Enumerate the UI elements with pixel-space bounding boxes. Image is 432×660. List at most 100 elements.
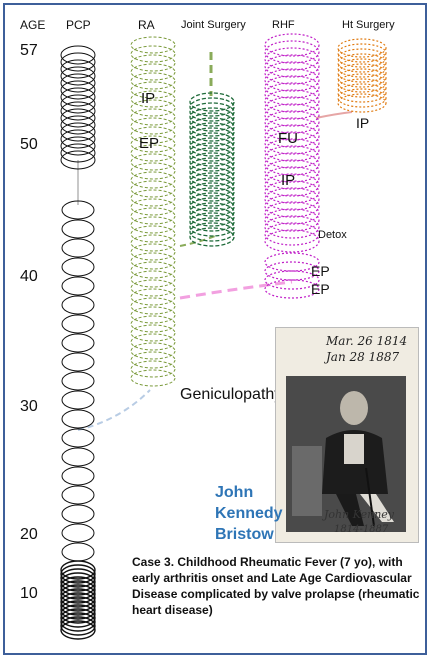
pcp-visit-ellipse: [61, 200, 95, 220]
age-tick-40: 40: [20, 268, 38, 285]
rhf-visit-ellipse: [264, 173, 320, 197]
pcp-visit-ellipse: [60, 108, 96, 128]
pcp-visit-ellipse: [60, 596, 96, 616]
joint-surgery-ellipse: [189, 152, 235, 172]
rhf-visit-ellipse: [264, 89, 320, 113]
rhf-visit-ellipse: [264, 138, 320, 162]
ra-visit-ellipse: [130, 162, 176, 180]
rhf-visit-ellipse: [264, 145, 320, 169]
rhf-visit-ellipse: [264, 68, 320, 92]
joint-surgery-ellipse: [189, 127, 235, 147]
joint-surgery-ellipse: [189, 92, 235, 112]
pcp-visit-ellipse: [60, 80, 96, 100]
pcp-visit-ellipse: [61, 466, 95, 486]
rhf-visit-ellipse: [264, 194, 320, 218]
pcp-visit-ellipse: [60, 94, 96, 114]
rhf-visit-ellipse: [264, 110, 320, 134]
label-rhf-ep-1: EP: [311, 263, 330, 279]
heart-surgery-ellipse: [337, 83, 387, 103]
header-pcp: PCP: [66, 18, 91, 32]
heart-surgery-ellipse: [337, 53, 387, 73]
ra-visit-ellipse: [130, 108, 176, 126]
ra-visit-ellipse: [130, 90, 176, 108]
pcp-visit-ellipse: [60, 560, 96, 580]
heart-surgery-ellipse: [337, 38, 387, 58]
pcp-visit-ellipse: [61, 238, 95, 258]
connector-ra-rhf: [179, 280, 293, 300]
joint-surgery-ellipse: [189, 227, 235, 247]
joint-surgery-ellipse: [189, 177, 235, 197]
pcp-visit-ellipse: [61, 542, 95, 562]
ra-visit-ellipse: [130, 207, 176, 225]
rhf-visit-ellipse: [264, 40, 320, 64]
joint-surgery-ellipse: [189, 142, 235, 162]
portrait-photo: Mar. 26 1814 Jan 28 1887 John Kenney 181…: [275, 327, 419, 543]
ra-visit-ellipse: [130, 81, 176, 99]
heart-surgery-ellipse: [337, 93, 387, 113]
label-rhf-ip: IP: [281, 172, 296, 189]
rhf-visit-ellipse: [264, 222, 320, 246]
ra-visit-ellipse: [130, 369, 176, 387]
pcp-visit-ellipse: [60, 564, 96, 584]
joint-surgery-ellipse: [189, 137, 235, 157]
rhf-visit-ellipse: [264, 229, 320, 253]
pcp-visit-ellipse: [61, 504, 95, 524]
rhf-visit-ellipse: [264, 270, 320, 290]
ra-visit-ellipse: [130, 72, 176, 90]
ra-visit-ellipse: [130, 261, 176, 279]
connector-ra-joint: [179, 235, 216, 247]
label-ra-ip: IP: [141, 90, 156, 107]
rhf-visit-ellipse: [264, 131, 320, 155]
label-ht-ip: IP: [356, 115, 370, 131]
rhf-visit-ellipse: [264, 117, 320, 141]
age-tick-30: 30: [20, 398, 38, 415]
joint-surgery-ellipse: [189, 202, 235, 222]
pcp-visit-ellipse: [61, 333, 95, 353]
ra-visit-ellipse: [130, 36, 176, 54]
ra-visit-ellipse: [130, 243, 176, 261]
patient-name: John Kennedy Bristow: [215, 484, 283, 543]
rhf-visit-ellipse: [264, 187, 320, 211]
portrait-image: [286, 376, 406, 532]
heart-surgery-ellipse: [337, 48, 387, 68]
pcp-visit-ellipse: [60, 600, 96, 620]
case-caption: Case 3. Childhood Rheumatic Fever (7 yo)…: [132, 555, 420, 617]
pcp-visit-ellipse: [61, 523, 95, 543]
heart-surgery-ellipse: [337, 43, 387, 63]
figure-frame: [3, 3, 427, 655]
pcp-visit-ellipse: [60, 620, 96, 640]
joint-surgery-ellipse: [189, 192, 235, 212]
connector-rhf-ht: [315, 111, 353, 119]
ra-visit-ellipse: [130, 198, 176, 216]
pcp-visit-ellipse: [60, 115, 96, 135]
label-ra-ep: EP: [139, 135, 160, 152]
rhf-visit-ellipse: [264, 180, 320, 204]
ra-visit-ellipse: [130, 324, 176, 342]
label-rhf-fu: FU: [278, 130, 298, 147]
ra-visit-ellipse: [130, 189, 176, 207]
ra-visit-ellipse: [130, 315, 176, 333]
pcp-visit-ellipse: [61, 295, 95, 315]
photo-date-bottom: Jan 28 1887: [326, 350, 400, 364]
connector-pcp-ra: [77, 389, 151, 431]
ra-visit-ellipse: [130, 333, 176, 351]
pcp-visit-ellipse: [60, 580, 96, 600]
pcp-visit-ellipse: [61, 409, 95, 429]
pcp-visit-ellipse: [60, 87, 96, 107]
rhf-visit-ellipse: [264, 166, 320, 190]
pcp-visit-ellipse: [60, 66, 96, 86]
joint-surgery-ellipse: [189, 97, 235, 117]
pcp-visit-ellipse: [60, 150, 96, 170]
age-tick-20: 20: [20, 526, 38, 543]
age-tick-10: 10: [20, 585, 38, 602]
ra-visit-ellipse: [130, 135, 176, 153]
age-tick-57: 57: [20, 42, 38, 59]
pcp-visit-ellipse: [61, 314, 95, 334]
heart-surgery-ellipse: [337, 78, 387, 98]
joint-surgery-ellipse: [189, 107, 235, 127]
ra-visit-ellipse: [130, 216, 176, 234]
pcp-visit-ellipse: [60, 45, 96, 65]
heart-surgery-ellipse: [337, 73, 387, 93]
rhf-visit-ellipse: [264, 103, 320, 127]
